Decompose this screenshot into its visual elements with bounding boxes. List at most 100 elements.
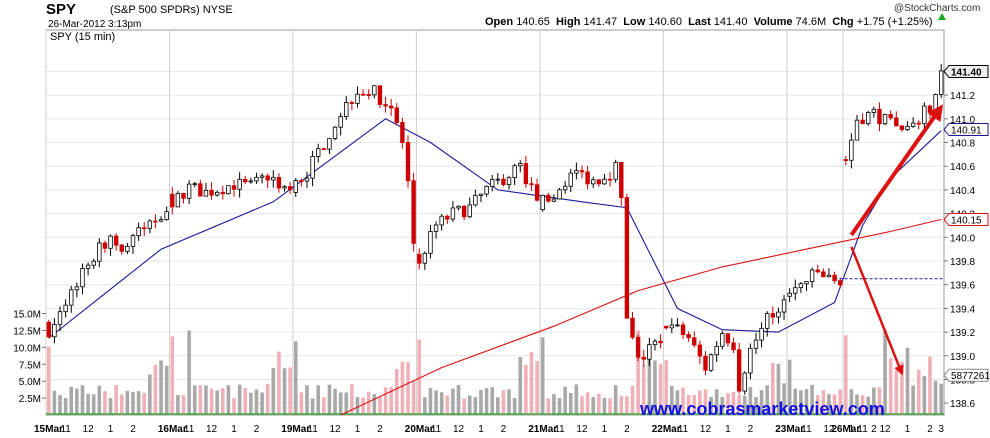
candle-body (736, 349, 742, 392)
candle-body (287, 186, 293, 191)
volume-bar (462, 398, 466, 415)
volume-bar (209, 388, 214, 415)
candle-body (405, 142, 411, 182)
volume-bar (546, 398, 551, 415)
volume-bar (136, 391, 141, 415)
volume-bar (479, 389, 483, 415)
volume-bar (731, 391, 736, 415)
volume-bar (613, 385, 618, 415)
volume-bar (799, 390, 803, 415)
volume-bar (108, 397, 113, 415)
volume-bar (501, 390, 506, 415)
volume-bar (192, 385, 197, 415)
volume-bar (737, 394, 741, 415)
volume-bar (911, 385, 915, 415)
volume-bar (658, 363, 663, 415)
candle-body (882, 113, 888, 125)
candle-body (877, 108, 882, 125)
volume-bar (52, 390, 57, 415)
candle-body (725, 333, 731, 344)
axis-badge-label: 141.40 (951, 67, 982, 78)
volume-bar (394, 369, 399, 415)
candle-body (899, 125, 905, 130)
volume-bar (131, 391, 135, 415)
candle-body (293, 180, 298, 193)
time-tick-label: 11 (60, 424, 71, 435)
candle-body (680, 324, 686, 336)
candle-body (282, 186, 287, 189)
volume-bar (776, 363, 781, 415)
candle-body (332, 126, 338, 139)
volume-bar (378, 397, 382, 415)
price-tick-label: 139.2 (950, 328, 975, 339)
candle-body (97, 242, 102, 262)
candle-body (933, 94, 938, 113)
volume-bar (159, 360, 163, 415)
volume-bar (322, 397, 326, 415)
volume-bar (843, 335, 848, 415)
volume-bar (411, 381, 416, 415)
volume-bar (103, 391, 107, 415)
price-tick-label: 139.4 (950, 304, 975, 315)
volume-bar (114, 385, 118, 415)
candle-body (562, 185, 568, 191)
volume-tick-label: 5.0M (19, 377, 41, 388)
candle-body (108, 235, 113, 249)
candle-body (540, 194, 545, 211)
price-tick-label: 140.8 (950, 139, 975, 150)
candle-body (237, 178, 242, 190)
volume-bar (602, 397, 607, 415)
volume-bar (686, 395, 691, 415)
volume-bar (641, 365, 646, 415)
volume-bar (406, 362, 410, 415)
volume-bar (47, 346, 51, 415)
time-tick-label: 1 (478, 424, 484, 435)
time-tick-label: 2 (871, 424, 877, 435)
candle-body (787, 292, 792, 297)
exchange-text: NYSE (202, 4, 233, 16)
time-tick-label: 16Mar (158, 424, 187, 435)
time-tick-label: 2 (748, 424, 754, 435)
volume-bar (922, 376, 927, 415)
candle-body (175, 192, 181, 208)
volume-bar (293, 341, 298, 415)
volume-tick-label: 12.5M (13, 326, 41, 337)
candle-body (411, 180, 416, 244)
candle-body (69, 289, 74, 306)
volume-bar (316, 385, 321, 415)
candle-body (815, 269, 820, 273)
volume-tick-label: 15.0M (13, 310, 41, 321)
time-tick-label: 11 (554, 424, 565, 435)
candle-body (80, 268, 85, 288)
volume-tick-label: 7.5M (19, 360, 41, 371)
candle-body (708, 354, 714, 371)
volume-bar (529, 351, 534, 415)
candle-body (849, 139, 854, 161)
time-tick-label: 12 (823, 424, 835, 435)
candle-body (316, 148, 321, 157)
price-axis: 138.6138.8139.0139.2139.4139.6139.8140.0… (938, 13, 990, 410)
candle-body (321, 148, 327, 151)
volume-bar (439, 392, 444, 415)
candle-body (428, 231, 433, 254)
candle-body (871, 108, 877, 113)
volume-bar (282, 368, 287, 415)
volume-axis: 2.5M 5.0M 7.5M 10.0M 12.5M 15.0M (13, 310, 46, 405)
price-tick-label: 140.6 (950, 162, 975, 173)
volume-bar (271, 368, 276, 415)
candle-body (551, 198, 557, 202)
candle-body (400, 122, 405, 144)
quote-summary: Open 140.65 High 141.47 Low 140.60 Last … (485, 16, 933, 28)
volume-bar (894, 370, 899, 415)
watermark-url: www.cobrasmarketview.com (640, 399, 885, 419)
volume-bar (445, 395, 450, 415)
time-tick-label: 11 (857, 424, 868, 435)
candle-body (192, 183, 197, 186)
fullname-text: (S&P 500 SPDRs) (110, 4, 200, 16)
volume-bar (866, 396, 871, 415)
candle-body (136, 227, 141, 237)
candle-body (158, 219, 164, 222)
volume-bar (888, 358, 893, 415)
volume-bar (338, 392, 343, 415)
volume-bar (782, 383, 786, 415)
